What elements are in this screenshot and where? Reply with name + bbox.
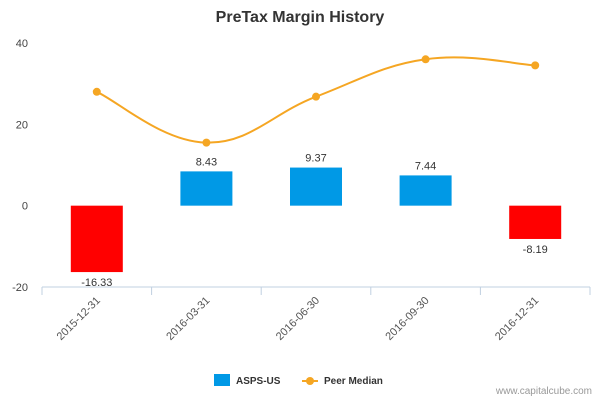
line-layer bbox=[92, 55, 540, 147]
y-tick-label: -20 bbox=[12, 282, 28, 294]
chart-title: PreTax Margin History bbox=[216, 9, 385, 26]
bar bbox=[180, 171, 233, 206]
data-label: -8.19 bbox=[523, 244, 548, 256]
legend-label-peer: Peer Median bbox=[324, 376, 383, 387]
peer-median-point bbox=[202, 138, 211, 147]
y-tick-label: 20 bbox=[16, 119, 28, 131]
data-label: 7.44 bbox=[415, 160, 436, 172]
bar bbox=[70, 205, 123, 273]
labels-layer: -16.33 8.43 9.37 7.44 -8.19 bbox=[81, 153, 548, 290]
legend-marker-peer bbox=[306, 377, 314, 385]
x-tick-label: 2016-03-31 bbox=[164, 295, 212, 343]
credit-text: www.capitalcube.com bbox=[495, 386, 592, 397]
bar bbox=[509, 205, 562, 239]
bar bbox=[399, 175, 452, 206]
peer-median-point bbox=[312, 92, 320, 101]
y-tick-label: 0 bbox=[22, 201, 28, 213]
x-tick-label: 2016-06-30 bbox=[274, 295, 322, 343]
data-label: -16.33 bbox=[81, 277, 112, 289]
y-tick-label: 40 bbox=[16, 38, 28, 50]
data-label: 9.37 bbox=[305, 153, 326, 165]
peer-median-point bbox=[531, 61, 540, 70]
x-tick-label: 2016-12-31 bbox=[493, 295, 541, 343]
bars-layer bbox=[70, 167, 562, 273]
legend-label-asps: ASPS-US bbox=[236, 376, 281, 387]
data-label: 8.43 bbox=[196, 156, 217, 168]
peer-median-point bbox=[92, 87, 101, 96]
x-tick-label: 2016-09-30 bbox=[383, 295, 431, 343]
x-tick-label: 2015-12-31 bbox=[55, 295, 103, 343]
legend: ASPS-US Peer Median bbox=[214, 374, 383, 387]
legend-swatch-asps bbox=[214, 374, 230, 386]
peer-median-point bbox=[421, 55, 430, 64]
bar bbox=[290, 167, 342, 206]
